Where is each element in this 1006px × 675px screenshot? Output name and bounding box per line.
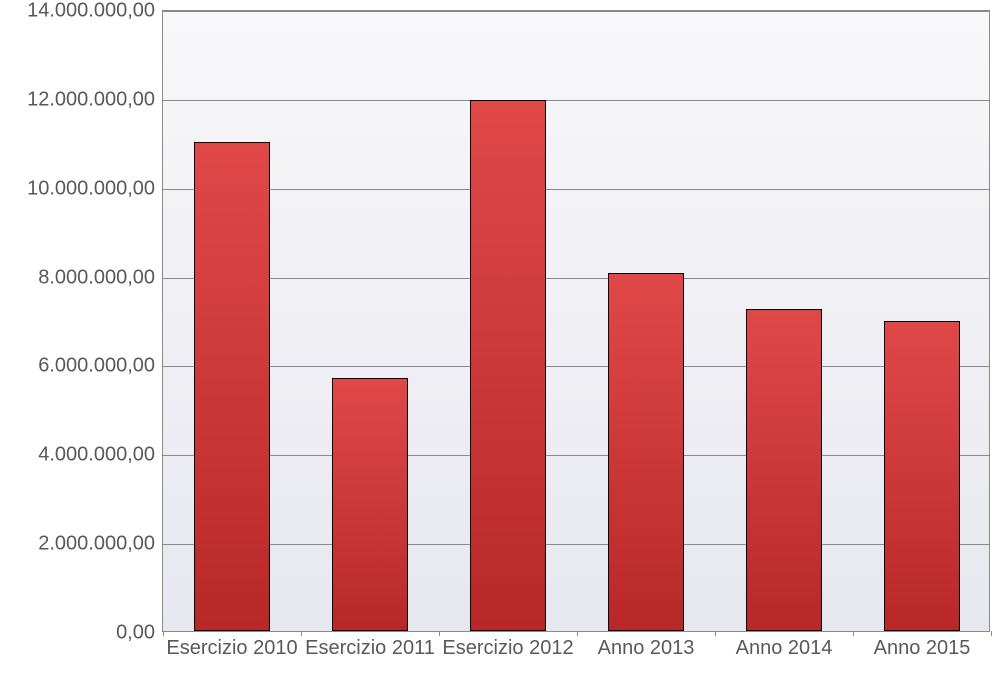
x-tick-label: Esercizio 2011 bbox=[305, 637, 435, 660]
grid-line bbox=[163, 455, 989, 456]
y-tick-label: 10.000.000,00 bbox=[27, 177, 155, 200]
revenue-bar-chart: 0,00 2.000.000,00 4.000.000,00 6.000.000,00… bbox=[0, 0, 1006, 675]
y-tick-label: 0,00 bbox=[116, 622, 155, 645]
y-tick-label: 12.000.000,00 bbox=[27, 88, 155, 111]
x-tick-mark bbox=[715, 631, 716, 636]
x-tick-label: Anno 2014 bbox=[736, 637, 833, 660]
bar bbox=[194, 142, 270, 631]
bar bbox=[470, 100, 546, 631]
y-tick-label: 4.000.000,00 bbox=[38, 444, 155, 467]
x-tick-mark bbox=[991, 631, 992, 636]
x-tick-mark bbox=[301, 631, 302, 636]
y-tick-label: 8.000.000,00 bbox=[38, 266, 155, 289]
bar bbox=[746, 309, 822, 631]
bar bbox=[332, 378, 408, 631]
y-tick-label: 6.000.000,00 bbox=[38, 355, 155, 378]
bar bbox=[608, 273, 684, 631]
grid-line bbox=[163, 100, 989, 101]
x-tick-mark bbox=[163, 631, 164, 636]
x-tick-label: Esercizio 2012 bbox=[442, 637, 573, 660]
x-tick-mark bbox=[853, 631, 854, 636]
grid-line bbox=[163, 544, 989, 545]
plot-area: 0,002.000.000,004.000.000,006.000.000,00… bbox=[162, 10, 990, 632]
y-tick-label: 14.000.000,00 bbox=[27, 0, 155, 23]
grid-line bbox=[163, 189, 989, 190]
x-tick-label: Anno 2013 bbox=[598, 637, 695, 660]
bar bbox=[884, 321, 960, 631]
grid-line bbox=[163, 366, 989, 367]
grid-line bbox=[163, 278, 989, 279]
y-tick-label: 2.000.000,00 bbox=[38, 533, 155, 556]
grid-line bbox=[163, 11, 989, 12]
x-tick-mark bbox=[577, 631, 578, 636]
x-tick-label: Anno 2015 bbox=[874, 637, 971, 660]
x-tick-mark bbox=[439, 631, 440, 636]
x-tick-label: Esercizio 2010 bbox=[166, 637, 297, 660]
